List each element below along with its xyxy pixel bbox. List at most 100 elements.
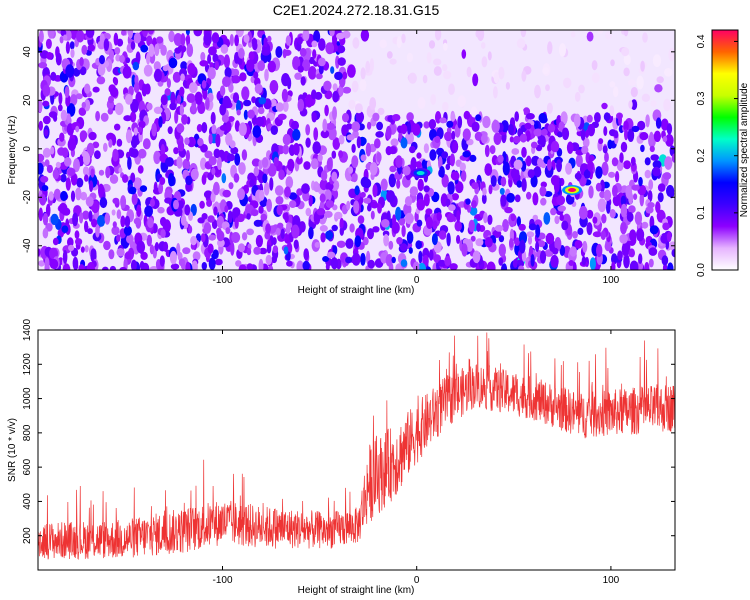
spectrogram-cell [61,225,69,233]
spectrogram-cell [68,244,75,252]
spectrogram-cell [628,248,635,258]
spectrogram-cell [320,129,330,139]
spectrogram-cell [345,256,353,264]
spectrogram-cell [611,261,616,270]
spectrogram-cell [310,158,319,170]
spectrogram-cell [58,92,63,105]
spectrogram-cell [554,215,560,225]
spectrogram-cell [185,30,190,35]
y-tick-label: 600 [22,458,33,475]
spectrogram-cell [70,48,75,58]
spectrogram-cell [609,81,616,88]
spectrogram-cell [418,250,423,264]
spectrogram-cell [578,205,588,220]
spectrogram-cell [566,141,574,154]
spectrogram-cell [305,124,311,136]
spectrogram-cell [108,49,115,61]
spectrogram-cell [628,100,633,109]
spectrogram-cell [428,249,434,261]
spectrogram-cell [365,60,371,73]
spectrogram-cell [216,230,225,242]
spectrogram-cell [461,49,467,59]
spectrogram-cell [44,129,49,137]
spectrogram-cell [400,259,408,267]
spectrogram-cell [38,207,43,222]
spectrogram-cell [257,107,265,115]
spectrogram-cell [498,235,505,243]
spectrogram-cell [510,213,516,222]
spectrogram-cell [172,71,181,83]
spectrogram-cell [598,138,604,145]
spectrogram-cell [206,199,213,207]
spectrogram-cell [469,154,477,162]
spectrogram-cell [370,210,375,220]
spectrogram-cell [107,108,114,115]
spectrogram-cell [207,215,215,223]
spectrogram-cell [200,144,208,153]
spectrogram-cell [628,205,636,214]
spectrogram-cell [367,228,374,240]
spectrogram-cell [109,265,116,270]
spectrogram-cell [252,41,258,51]
spectrogram-cell [122,174,129,183]
spectrogram-cell [136,204,142,217]
spectrogram-cell [211,167,216,175]
spectrogram-cell [160,94,168,106]
spectrogram-cell [537,240,546,248]
spectrogram-cell [648,258,654,268]
spectrogram-cell [38,61,48,69]
spectrogram-cell [526,191,532,200]
spectrogram-cell [657,183,666,192]
spectrogram-cell [231,232,241,243]
spectrogram-cell [662,222,670,231]
spectrogram-cell [663,98,671,112]
spectrogram-cell [312,49,317,59]
spectrogram-cell [379,39,388,49]
spectrogram-cell [540,197,547,206]
spectrogram-cell [623,160,631,170]
spectrogram-cell [111,209,116,216]
spectrogram-cell [360,252,366,266]
spectrogram-cell [409,186,419,197]
spectrogram-cell [305,207,312,217]
spectrogram-cell [620,141,628,153]
spectrogram-cell [648,247,658,256]
spectrogram-cell [50,71,57,81]
spectrogram-cell [648,179,654,191]
spectrogram-cell [638,176,643,187]
spectrogram-cell [201,213,208,220]
spectrogram-cell [105,166,111,179]
spectrogram-cell [444,255,451,267]
spectrogram-cell [501,263,508,270]
spectrogram-cell [581,256,587,266]
spectrogram-cell [540,135,546,148]
spectrogram-cell [70,94,78,106]
spectrogram-cell [325,230,334,240]
spectrogram-cell [583,169,591,179]
spectrogram-cell [274,185,284,196]
spectrogram-cell [362,236,369,246]
spectrogram-cell [238,122,247,136]
spectrogram-cell [163,241,169,252]
spectrogram-cell [601,213,607,224]
spectrogram-cell [275,196,284,205]
spectrogram-cell [617,250,623,261]
spectrogram-cell [297,65,304,73]
spectrogram-cell [281,73,290,87]
spectrogram-cell [425,208,433,215]
spectrogram-cell [636,75,644,90]
spectrogram-cell [370,201,379,209]
colorbar-gradient [712,30,738,270]
spectrogram-cell [224,205,229,213]
spectrogram-cell [603,112,611,122]
spectrogram-cell [137,126,143,133]
spectrogram-cell [351,80,359,93]
spectrogram-cell [376,152,382,163]
spectrogram-cell [442,101,449,112]
spectrogram-cell [525,113,535,120]
spectrogram-cell [611,253,618,265]
spectrogram-cell [234,34,240,47]
spectrogram-cell [664,68,673,77]
spectrogram-cell [426,52,432,64]
spectrogram-cell [342,71,348,80]
